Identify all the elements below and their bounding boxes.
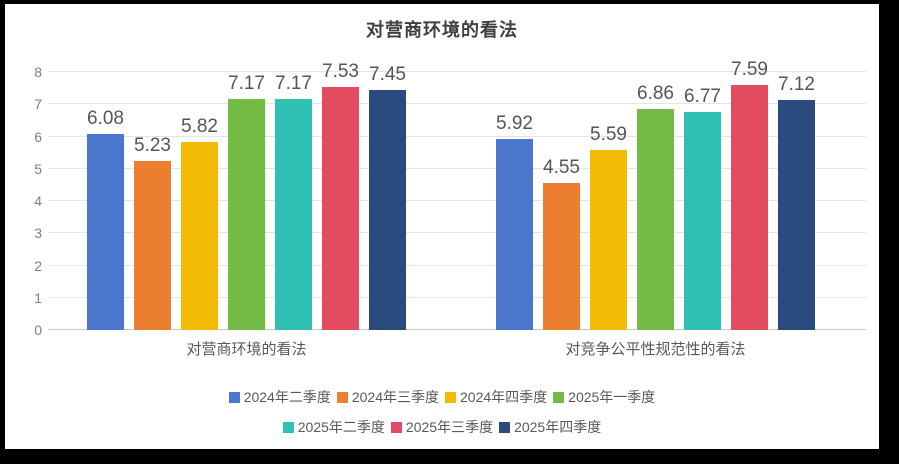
bar: 6.08: [87, 108, 124, 330]
gridline: [48, 200, 866, 201]
gridline: [48, 103, 866, 105]
gridline: [48, 329, 866, 330]
gridline: [48, 296, 866, 298]
plot-area: 0 1 2 3 4 5 6 7 8 6.08 5.23 5.82 7.17 7.17 7.53 7.45 5.9…: [34, 59, 866, 338]
gridline: [48, 135, 866, 137]
category-label: 对营商环境的看法: [186, 341, 307, 358]
bar-value-label: 7.59: [731, 59, 768, 81]
bar-value-label: 6.77: [684, 85, 721, 107]
bar: 6.77: [684, 86, 721, 330]
legend-label: 2025年二季度: [297, 419, 385, 435]
gridline: [48, 232, 866, 234]
y-axis-tick-label: 4: [34, 193, 42, 209]
y-axis-tick-label: 0: [34, 322, 42, 338]
bar-value-label: 6.08: [87, 107, 124, 129]
legend-swatch: [499, 421, 511, 433]
bar: 5.23: [134, 135, 171, 330]
chart-title: 对营商环境的看法: [366, 20, 518, 40]
y-axis-tick-label: 1: [34, 289, 42, 306]
bar-value-label: 5.23: [134, 135, 171, 157]
legend-label: 2025年三季度: [405, 419, 494, 435]
bar: 6.86: [637, 83, 674, 330]
bar-value-label: 5.59: [590, 123, 627, 145]
chart-frame: 对营商环境的看法 0 1 2 3 4 5 6 7 8 6.08 5.23 5.82 7.17 7.17 7.…: [5, 4, 879, 449]
legend-row-1: 2024年二季度 2024年三季度 2024年四季度 2025年一季度: [5, 387, 879, 407]
bar: 7.17: [228, 73, 265, 330]
legend-label: 2025年一季度: [568, 389, 656, 405]
legend-item: 2024年三季度: [336, 387, 439, 407]
y-axis-tick-label: 8: [34, 64, 42, 80]
y-axis-tick-label: 2: [34, 257, 42, 274]
bar: 7.12: [778, 74, 815, 330]
legend-item: 2025年四季度: [499, 417, 601, 437]
bar-value-label: 5.82: [181, 116, 218, 138]
bar-value-label: 7.17: [275, 72, 312, 94]
category-label: 对竞争公平性规范性的看法: [565, 341, 746, 358]
bar: 5.92: [496, 113, 533, 330]
y-axis-tick-label: 6: [34, 128, 42, 145]
legend-swatch: [336, 391, 348, 403]
y-axis-tick-label: 7: [34, 96, 42, 113]
legend-label: 2024年四季度: [460, 389, 548, 405]
y-axis-tick-label: 5: [34, 160, 42, 177]
bar: 7.59: [731, 59, 768, 330]
bar: 7.17: [275, 73, 312, 330]
bar-value-label: 7.45: [369, 63, 406, 85]
bar: 7.45: [369, 64, 406, 330]
bar-group: 6.08 5.23 5.82 7.17 7.17 7.53 7.45: [87, 61, 406, 330]
legend-swatch: [390, 421, 402, 433]
legend-label: 2025年四季度: [514, 419, 602, 435]
bar: 5.82: [181, 116, 218, 330]
legend-swatch: [282, 421, 294, 433]
bar-group: 5.92 4.55 5.59 6.86 6.77 7.59 7.12: [496, 59, 815, 330]
gridline: [48, 71, 866, 72]
legend-swatch: [228, 391, 240, 403]
legend-label: 2024年三季度: [351, 389, 439, 405]
legend-item: 2024年二季度: [228, 387, 331, 407]
legend-swatch: [445, 391, 456, 403]
legend-item: 2025年二季度: [282, 417, 385, 437]
bar-value-label: 5.92: [496, 113, 533, 135]
gridline: [48, 167, 866, 169]
bar: 5.59: [590, 124, 627, 330]
bar-value-label: 7.12: [778, 74, 815, 96]
bar-value-label: 7.53: [322, 61, 359, 83]
legend-label: 2024年二季度: [243, 389, 331, 405]
bar: 4.55: [543, 157, 580, 330]
legend-swatch: [553, 391, 565, 403]
bar: 7.53: [322, 61, 359, 330]
bar-value-label: 4.55: [543, 157, 580, 179]
legend-item: 2024年四季度: [445, 387, 547, 407]
bar-value-label: 7.17: [228, 72, 265, 94]
legend-item: 2025年三季度: [390, 417, 494, 437]
bar-value-label: 6.86: [637, 82, 674, 104]
y-axis-tick-label: 3: [34, 225, 42, 242]
gridline: [48, 264, 866, 266]
legend-row-2: 2025年二季度 2025年三季度 2025年四季度: [5, 417, 879, 437]
legend-item: 2025年一季度: [553, 387, 655, 407]
